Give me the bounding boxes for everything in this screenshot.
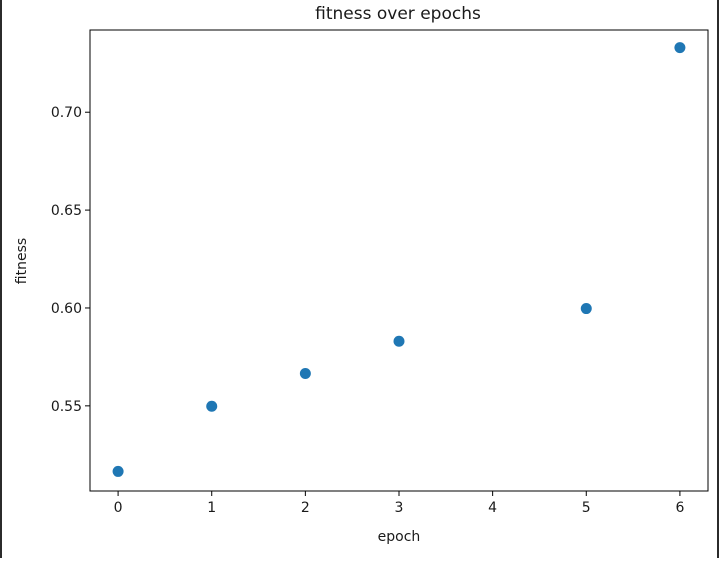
y-tick-label: 0.65 [51, 203, 82, 219]
y-tick-label: 0.55 [51, 399, 82, 415]
x-tick-label: 6 [675, 500, 684, 516]
data-point [674, 42, 686, 54]
x-tick-label: 1 [207, 500, 216, 516]
data-points [112, 42, 686, 477]
data-point [112, 465, 124, 477]
data-point [393, 335, 405, 347]
data-point [580, 303, 592, 315]
x-tick-label: 0 [114, 500, 123, 516]
y-axis-ticks: 0.55 0.60 0.65 0.70 [51, 105, 90, 415]
chart-title: fitness over epochs [315, 4, 481, 24]
x-tick-label: 3 [395, 500, 404, 516]
y-tick-label: 0.60 [51, 301, 82, 317]
x-axis-label: epoch [378, 529, 421, 545]
x-tick-label: 5 [582, 500, 591, 516]
x-tick-label: 2 [301, 500, 310, 516]
plot-area [89, 29, 709, 492]
window-border-right [717, 0, 719, 558]
window-border-left [0, 0, 2, 558]
y-tick-label: 0.70 [51, 105, 82, 121]
data-point [206, 400, 218, 412]
data-point [299, 368, 311, 380]
y-axis-label: fitness [14, 238, 30, 284]
x-tick-label: 4 [488, 500, 497, 516]
x-axis-ticks: 0 1 2 3 4 5 6 [114, 491, 684, 516]
